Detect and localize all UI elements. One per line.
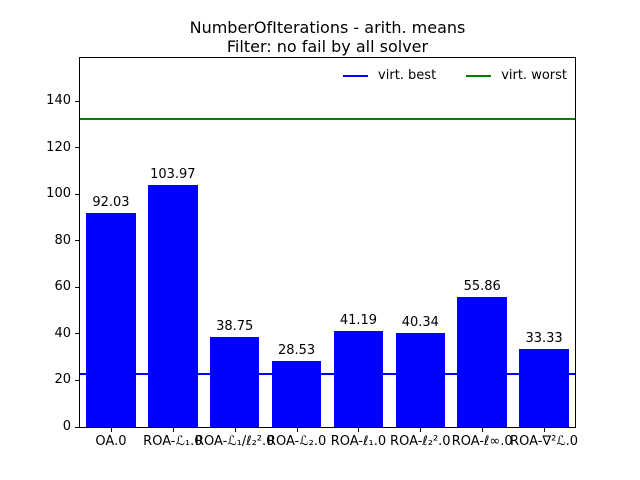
bar-value-label: 33.33 [525, 331, 563, 347]
y-tick-label: 140 [46, 93, 71, 109]
chart-title: NumberOfIterations - arith. means Filter… [80, 18, 575, 56]
x-tick-label: ROA-∇²ℒ.0 [510, 434, 579, 449]
plot-area: virt. best virt. worst 92.03 OA.0 103.97 RO… [46, 57, 578, 449]
bar [457, 297, 507, 427]
y-tick-label: 20 [54, 372, 71, 388]
bar [333, 331, 384, 427]
x-tick-mark [172, 427, 174, 432]
bar [271, 360, 322, 427]
x-tick-label: ROA-ℒ₂.0 [266, 434, 327, 449]
y-tick-mark [75, 286, 80, 288]
bar-value-label: 103.97 [150, 167, 196, 183]
x-tick-label: ROA-ℓ₂².0 [390, 434, 451, 449]
y-tick-mark [75, 333, 80, 335]
x-tick-label: ROA-ℓ∞.0 [451, 434, 513, 449]
y-tick-mark [75, 379, 80, 381]
x-tick-label: ROA-ℒ₁/ℓ₂².0 [194, 434, 275, 449]
bar-value-label: 40.34 [401, 315, 439, 331]
x-tick-mark [544, 427, 546, 432]
y-tick-label: 100 [46, 186, 71, 202]
x-tick-label: ROA-ℒ₁.0 [143, 434, 203, 449]
x-tick-mark [420, 427, 422, 432]
x-tick-label: ROA-ℓ₁.0 [330, 434, 387, 449]
y-tick-label: 60 [54, 279, 71, 295]
y-tick-label: 0 [62, 419, 71, 434]
y-tick-mark [75, 426, 80, 428]
y-tick-label: 40 [54, 325, 71, 341]
x-tick-mark [234, 427, 236, 432]
bar [148, 185, 198, 427]
bar-value-label: 55.86 [463, 279, 501, 295]
bar-value-label: 41.19 [339, 313, 378, 329]
y-tick-mark [75, 147, 80, 149]
bar [86, 212, 136, 427]
bar-value-label: 28.53 [277, 342, 316, 358]
x-tick-label: OA.0 [95, 434, 127, 449]
legend-line-swatch-virt-worst [466, 74, 492, 77]
bar-value-label: 92.03 [92, 194, 130, 210]
x-tick-mark [296, 427, 298, 432]
chart-title-line2: Filter: no fail by all solver [226, 37, 429, 56]
legend-entry-virt-best: virt. best [343, 68, 436, 83]
y-tick-label: 120 [46, 139, 71, 155]
bar [395, 333, 446, 427]
virt-worst-line [80, 118, 575, 121]
y-tick-mark [75, 193, 80, 195]
legend-label-virt-best: virt. best [378, 68, 437, 83]
y-tick-mark [75, 240, 80, 242]
x-tick-mark [110, 427, 112, 432]
bar [209, 336, 260, 427]
legend-label-virt-worst: virt. worst [501, 68, 567, 83]
x-tick-mark [358, 427, 360, 432]
virt-best-line [80, 373, 575, 376]
y-tick-label: 80 [54, 232, 71, 248]
legend-line-swatch-virt-best [343, 74, 369, 77]
bar-value-label: 38.75 [216, 318, 254, 334]
legend-entry-virt-worst: virt. worst [466, 68, 567, 83]
chart-title-line1: NumberOfIterations - arith. means [189, 18, 466, 37]
legend: virt. best virt. worst [343, 68, 567, 83]
y-tick-mark [75, 100, 80, 102]
bar [519, 349, 569, 427]
x-tick-mark [482, 427, 484, 432]
